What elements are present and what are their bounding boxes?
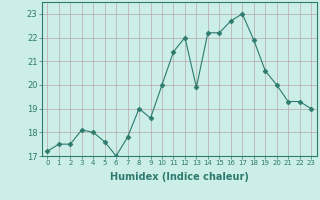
X-axis label: Humidex (Indice chaleur): Humidex (Indice chaleur) [110,172,249,182]
